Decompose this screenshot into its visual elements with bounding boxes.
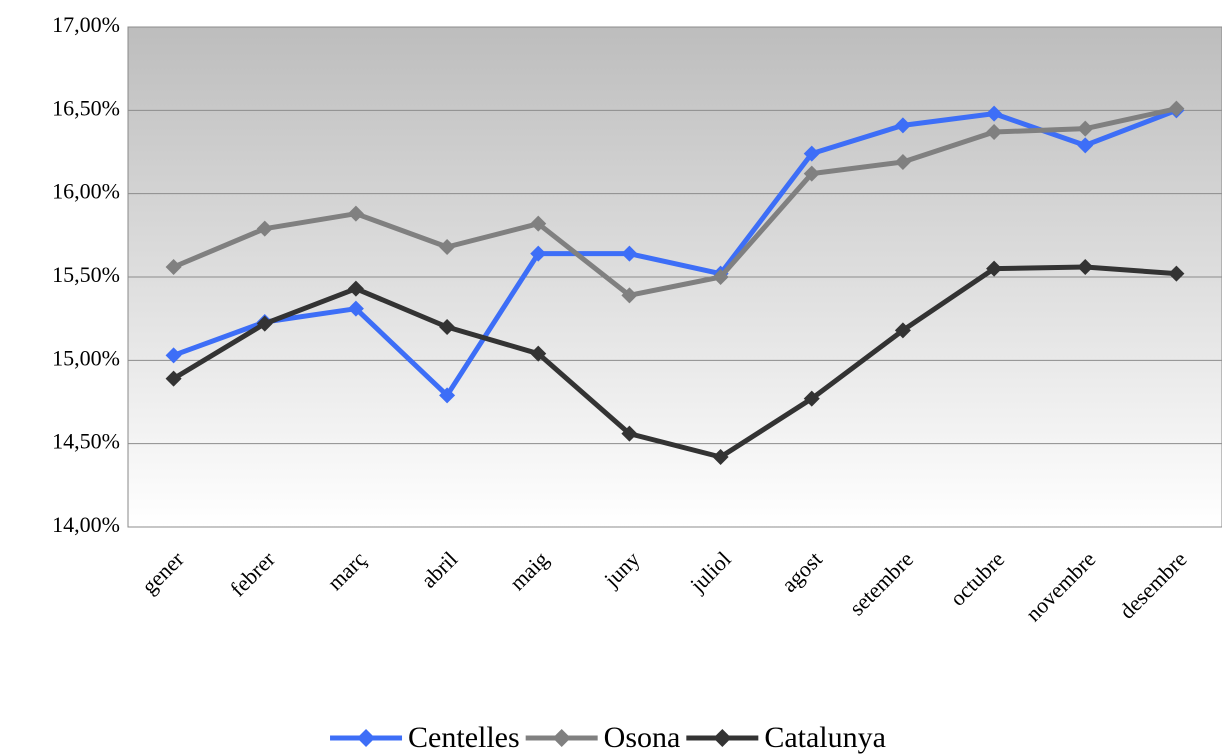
x-tick-label: febrer (225, 546, 280, 601)
y-tick-label: 17,00% (52, 12, 120, 37)
series-line (172, 106, 1177, 298)
legend-marker (357, 729, 376, 747)
data-point (621, 287, 638, 304)
legend-marker (713, 729, 732, 747)
x-tick-label: octubre (945, 546, 1009, 610)
data-point (165, 259, 182, 275)
data-point (439, 319, 456, 335)
data-point (1077, 120, 1094, 137)
data-point (803, 390, 820, 407)
x-tick-label: març (322, 546, 371, 595)
x-tick-label: maig (505, 546, 554, 595)
data-point (712, 269, 729, 285)
data-point (165, 347, 182, 364)
data-point (894, 117, 911, 134)
data-point (894, 154, 911, 170)
data-point (256, 220, 273, 237)
x-tick-label: agost (776, 546, 827, 597)
data-point (256, 315, 273, 332)
y-tick-label: 16,50% (52, 95, 120, 120)
data-point (621, 425, 638, 442)
y-tick-label: 16,00% (52, 179, 120, 204)
legend-marker (552, 729, 571, 747)
x-tick-label: abril (416, 546, 462, 592)
data-point (1077, 259, 1094, 275)
data-point (712, 449, 729, 465)
legend-label: Catalunya (764, 721, 886, 754)
x-tick-label: juliol (684, 546, 735, 597)
data-point (986, 260, 1003, 277)
series-line (172, 107, 1178, 398)
y-tick-label: 14,50% (52, 429, 120, 454)
data-point (986, 124, 1003, 140)
y-tick-label: 15,00% (52, 345, 120, 370)
legend-label: Centelles (408, 721, 520, 754)
data-point (986, 105, 1003, 122)
data-point (803, 145, 820, 162)
legend: Centelles Osona Catalunya (330, 721, 886, 754)
data-point (439, 387, 456, 404)
data-point (347, 205, 364, 222)
data-point (894, 322, 911, 339)
data-point (621, 245, 638, 262)
data-point (803, 165, 820, 182)
data-point (439, 239, 456, 255)
x-tick-label: desembre (1114, 546, 1191, 623)
x-tick-label: juny (598, 546, 644, 592)
x-tick-label: gener (136, 546, 189, 599)
data-point (1168, 100, 1185, 117)
legend-label: Osona (604, 721, 681, 754)
x-tick-label: setembre (844, 546, 918, 620)
data-point (530, 245, 547, 262)
y-tick-label: 14,00% (52, 512, 120, 537)
data-point (1077, 137, 1094, 154)
y-tick-label: 15,50% (52, 262, 120, 287)
data-point (165, 370, 182, 387)
data-point (347, 300, 364, 317)
data-point (530, 215, 547, 232)
x-tick-label: novembre (1020, 546, 1100, 626)
data-point (530, 345, 547, 362)
data-point (1168, 265, 1185, 282)
series-line (172, 264, 1177, 460)
data-point (347, 280, 364, 297)
